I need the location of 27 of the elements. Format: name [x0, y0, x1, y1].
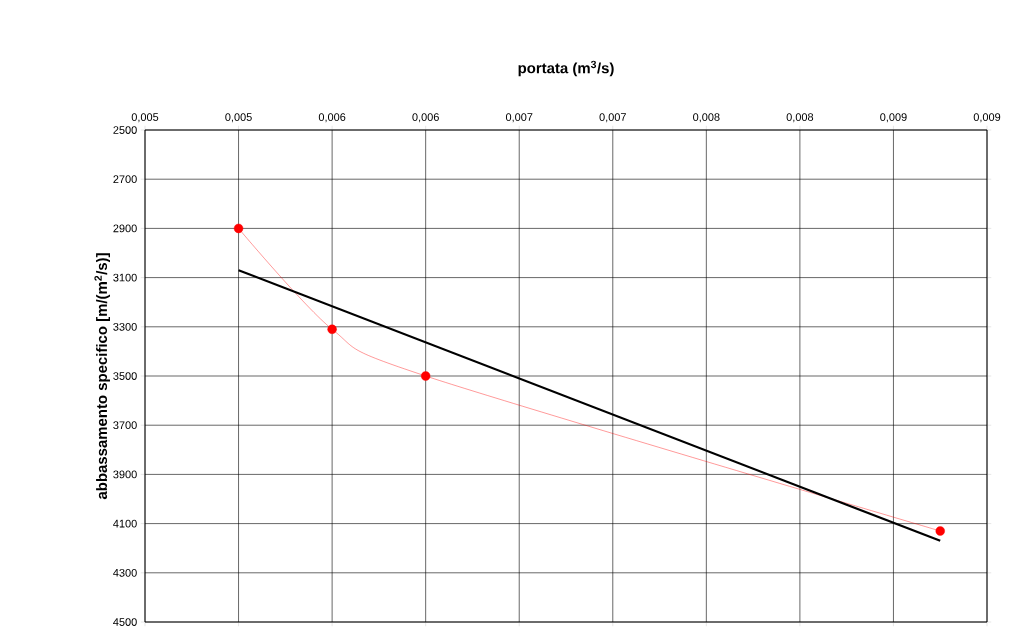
y-tick-label: 2500	[113, 126, 137, 134]
y-tick-label: 3700	[113, 421, 137, 430]
y-axis-title: abbassamento specifico [m/(m$^{2}$/s)]	[94, 253, 110, 500]
y-tick-label: 4500	[113, 618, 137, 626]
x-tick-label: 0,009	[973, 113, 1001, 123]
point	[420, 371, 431, 381]
point	[233, 223, 244, 234]
y-tick-label: 4300	[113, 568, 137, 577]
y-tick-label: 3300	[113, 322, 137, 331]
y-tick-label: 2900	[113, 224, 137, 233]
x-tick-label: 0,006	[412, 113, 439, 123]
x-tick-label: 0,006	[318, 113, 346, 123]
x-tick-label: 0,008	[693, 113, 720, 123]
y-tick-label: 3500	[113, 372, 137, 380]
x-tick-label: 0,009	[880, 113, 907, 123]
y-tick-label: 2700	[113, 175, 137, 184]
point	[327, 324, 337, 334]
x-tick-label: 0,008	[786, 113, 814, 123]
y-tick-label: 4100	[113, 519, 137, 528]
y-tick-label: 3100	[113, 273, 137, 282]
x-axis-title: portata (m$^{3}$/s)	[518, 60, 614, 77]
x-tick-label: 0,007	[599, 113, 626, 123]
x-tick-label: 0,005	[225, 113, 252, 123]
y-tick-label: 3900	[113, 470, 137, 479]
point	[935, 526, 945, 536]
x-tick-label: 0,007	[505, 113, 533, 123]
x-tick-label: 0,005	[131, 113, 159, 123]
